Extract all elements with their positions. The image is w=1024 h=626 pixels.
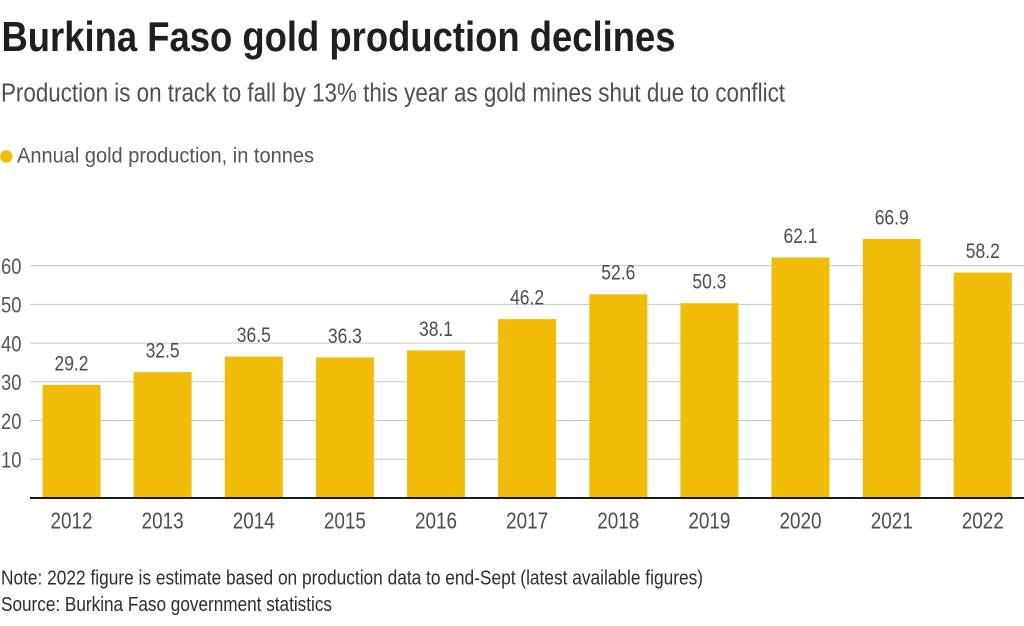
svg-text:62.1: 62.1 [784, 225, 818, 248]
svg-text:2022: 2022 [962, 507, 1004, 533]
svg-text:66.9: 66.9 [875, 206, 909, 229]
svg-text:Note: 2022 figure is estimate: Note: 2022 figure is estimate based on p… [1, 566, 703, 589]
svg-text:50.3: 50.3 [692, 271, 726, 294]
svg-text:2014: 2014 [233, 507, 275, 533]
svg-text:2012: 2012 [51, 507, 93, 533]
svg-text:2021: 2021 [871, 507, 913, 533]
svg-text:Annual gold production, in ton: Annual gold production, in tonnes [17, 145, 314, 168]
svg-text:30: 30 [1, 370, 22, 395]
svg-text:2015: 2015 [324, 507, 366, 533]
svg-text:40: 40 [1, 331, 22, 356]
svg-text:2020: 2020 [780, 507, 822, 533]
svg-text:50: 50 [1, 293, 22, 318]
svg-text:38.1: 38.1 [419, 318, 453, 341]
svg-text:46.2: 46.2 [510, 287, 544, 310]
svg-text:Source: Burkina Faso governmen: Source: Burkina Faso government statisti… [1, 593, 332, 616]
svg-text:20: 20 [1, 409, 22, 434]
svg-text:Burkina Faso gold production d: Burkina Faso gold production declines [2, 13, 676, 60]
svg-text:36.5: 36.5 [237, 324, 271, 347]
svg-text:Production is on track to fall: Production is on track to fall by 13% th… [1, 80, 785, 108]
svg-text:10: 10 [1, 448, 22, 473]
svg-text:36.3: 36.3 [328, 325, 362, 348]
svg-text:60: 60 [1, 254, 22, 279]
svg-text:29.2: 29.2 [55, 352, 89, 375]
svg-text:2013: 2013 [142, 507, 184, 533]
svg-text:52.6: 52.6 [601, 262, 635, 285]
svg-text:58.2: 58.2 [966, 240, 1000, 263]
svg-text:32.5: 32.5 [146, 340, 180, 363]
svg-text:2019: 2019 [688, 507, 730, 533]
svg-text:2016: 2016 [415, 507, 457, 533]
svg-text:2018: 2018 [597, 507, 639, 533]
svg-text:2017: 2017 [506, 507, 548, 533]
